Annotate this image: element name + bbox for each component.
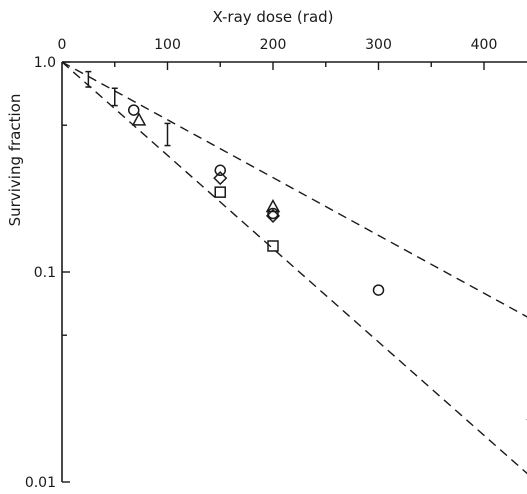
y-tick-label: 0.1 — [34, 265, 56, 281]
diamond-point — [265, 208, 281, 223]
data-marks — [85, 70, 527, 421]
x-tick-label: 200 — [260, 37, 287, 53]
fit-line-2 — [61, 61, 527, 475]
x-axis-label: X-ray dose (rad) — [212, 8, 333, 26]
errorbar-point — [111, 87, 118, 107]
x-tick-label: 400 — [471, 37, 498, 53]
square-point — [267, 240, 279, 252]
y-axis-label: Surviving fraction — [6, 94, 24, 227]
circle-point — [214, 164, 226, 177]
y-tick-label: 1.0 — [34, 55, 56, 71]
fit-line-1 — [61, 61, 527, 318]
x-tick-label: 100 — [154, 37, 181, 53]
triangle-point — [131, 112, 147, 126]
diamond-point — [213, 171, 228, 186]
y-tick-label: 0.01 — [25, 475, 56, 491]
errorbar-point — [85, 70, 92, 88]
square-point — [214, 186, 226, 198]
circle-point — [372, 284, 385, 296]
x-tick-label: 0 — [58, 37, 67, 53]
x-tick-label: 300 — [365, 37, 392, 53]
axes: 0 100 200 300 400 1.0 0.1 0.01 — [25, 37, 527, 491]
circle-point — [127, 104, 140, 116]
triangle-point — [265, 198, 281, 213]
errorbar-point — [164, 122, 171, 147]
circle-point — [267, 207, 279, 220]
fit-lines — [61, 61, 527, 475]
